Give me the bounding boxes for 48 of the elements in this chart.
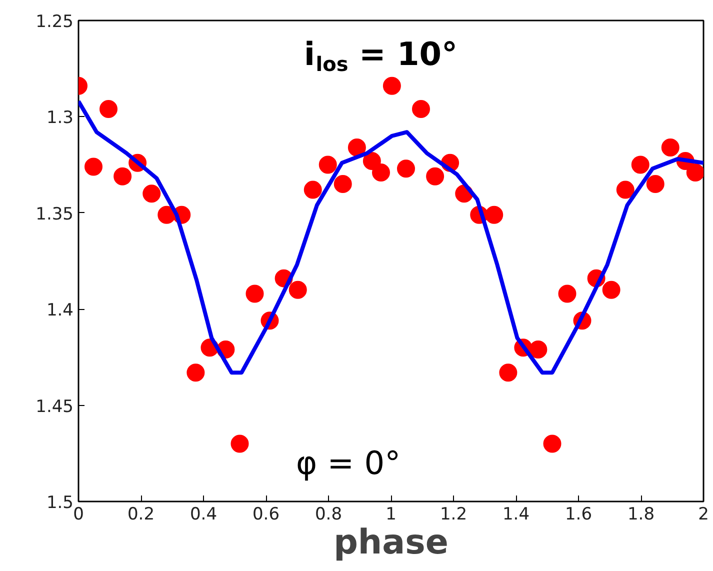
y-tick-label: 1.35 <box>36 204 74 224</box>
x-tick-label: 1.4 <box>502 504 530 524</box>
point <box>84 158 102 176</box>
point <box>558 284 576 303</box>
x-tick-label: 0.6 <box>252 504 280 524</box>
x-axis-title: phase <box>334 522 448 562</box>
point <box>397 160 415 178</box>
point <box>412 100 430 118</box>
x-tick-label: 2 <box>698 504 709 524</box>
y-tick-label: 1.5 <box>46 493 74 513</box>
point <box>543 434 562 453</box>
line-series <box>78 99 704 375</box>
point <box>485 206 504 224</box>
x-tick-label: 0.4 <box>190 504 218 524</box>
x-tick-label: 1.8 <box>627 504 655 524</box>
x-tick-label: 1 <box>386 504 396 524</box>
y-tick-label: 1.4 <box>46 300 74 321</box>
y-tick-label: 1.25 <box>36 12 74 32</box>
point <box>304 180 322 199</box>
point <box>372 164 390 182</box>
y-tick-label: 1.45 <box>36 396 74 417</box>
point <box>499 364 518 382</box>
x-tick-label: 0.8 <box>314 504 342 524</box>
point <box>686 164 704 182</box>
annotation: φ = 0° <box>296 444 401 482</box>
point <box>631 156 650 174</box>
point <box>142 184 161 203</box>
x-tick-label: 0 <box>73 504 84 524</box>
x-tick-label: 0.2 <box>127 504 155 524</box>
x-tick-label: 1.6 <box>564 504 592 524</box>
point <box>426 167 444 186</box>
point <box>114 167 132 186</box>
y-tick-label: 1.3 <box>46 108 74 128</box>
point <box>100 100 118 118</box>
point <box>348 138 366 156</box>
point <box>529 340 548 358</box>
point <box>602 280 620 299</box>
point <box>186 364 205 382</box>
point <box>318 156 337 174</box>
point <box>382 76 401 95</box>
point <box>230 434 249 453</box>
point <box>246 284 264 303</box>
point <box>616 180 634 199</box>
point <box>646 175 664 194</box>
x-tick-label: 1.2 <box>440 504 468 524</box>
point <box>288 280 307 299</box>
point <box>661 138 680 156</box>
point <box>334 175 352 194</box>
